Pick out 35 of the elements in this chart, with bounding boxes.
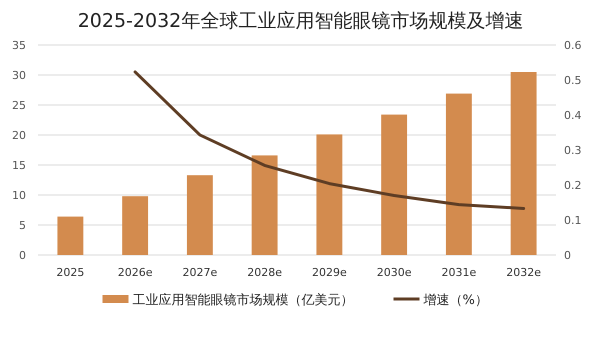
legend-label: 工业应用智能眼镜市场规模（亿美元） — [132, 292, 354, 308]
y-tick-label: 0 — [19, 249, 26, 262]
y-tick-label: 20 — [12, 129, 26, 142]
y-tick-label: 25 — [12, 99, 26, 112]
bar — [252, 155, 278, 255]
y-tick-label: 5 — [19, 219, 26, 232]
x-tick-label: 2025 — [56, 266, 84, 279]
x-tick-label: 2032e — [506, 266, 542, 279]
x-tick-label: 2030e — [376, 266, 412, 279]
legend-label: 增速（%） — [422, 293, 488, 308]
y2-tick-label: 0.1 — [564, 214, 582, 227]
x-tick-label: 2026e — [118, 266, 153, 279]
bar — [57, 216, 84, 255]
y-tick-label: 35 — [12, 39, 26, 52]
bar — [186, 175, 213, 255]
x-tick-label: 2027e — [182, 266, 218, 279]
y2-tick-label: 0.2 — [564, 179, 582, 192]
bar — [446, 94, 472, 255]
chart-title: 2025-2032年全球工业应用智能眼镜市场规模及增速 — [78, 10, 524, 32]
x-tick-label: 2028e — [247, 266, 282, 279]
y2-tick-label: 0 — [564, 249, 571, 262]
y-tick-label: 15 — [12, 159, 26, 172]
y-tick-label: 10 — [12, 189, 26, 202]
y2-tick-label: 0.4 — [564, 109, 582, 122]
bar — [316, 134, 342, 255]
bar — [381, 114, 408, 255]
x-tick-label: 2031e — [441, 266, 476, 279]
x-tick-label: 2029e — [312, 266, 347, 279]
bar — [510, 72, 537, 255]
y2-tick-label: 0.5 — [564, 74, 582, 87]
y2-tick-label: 0.3 — [564, 144, 582, 157]
y2-tick-label: 0.6 — [564, 39, 582, 52]
line-series — [134, 70, 526, 210]
y-tick-label: 30 — [12, 69, 26, 82]
bar — [122, 196, 148, 255]
